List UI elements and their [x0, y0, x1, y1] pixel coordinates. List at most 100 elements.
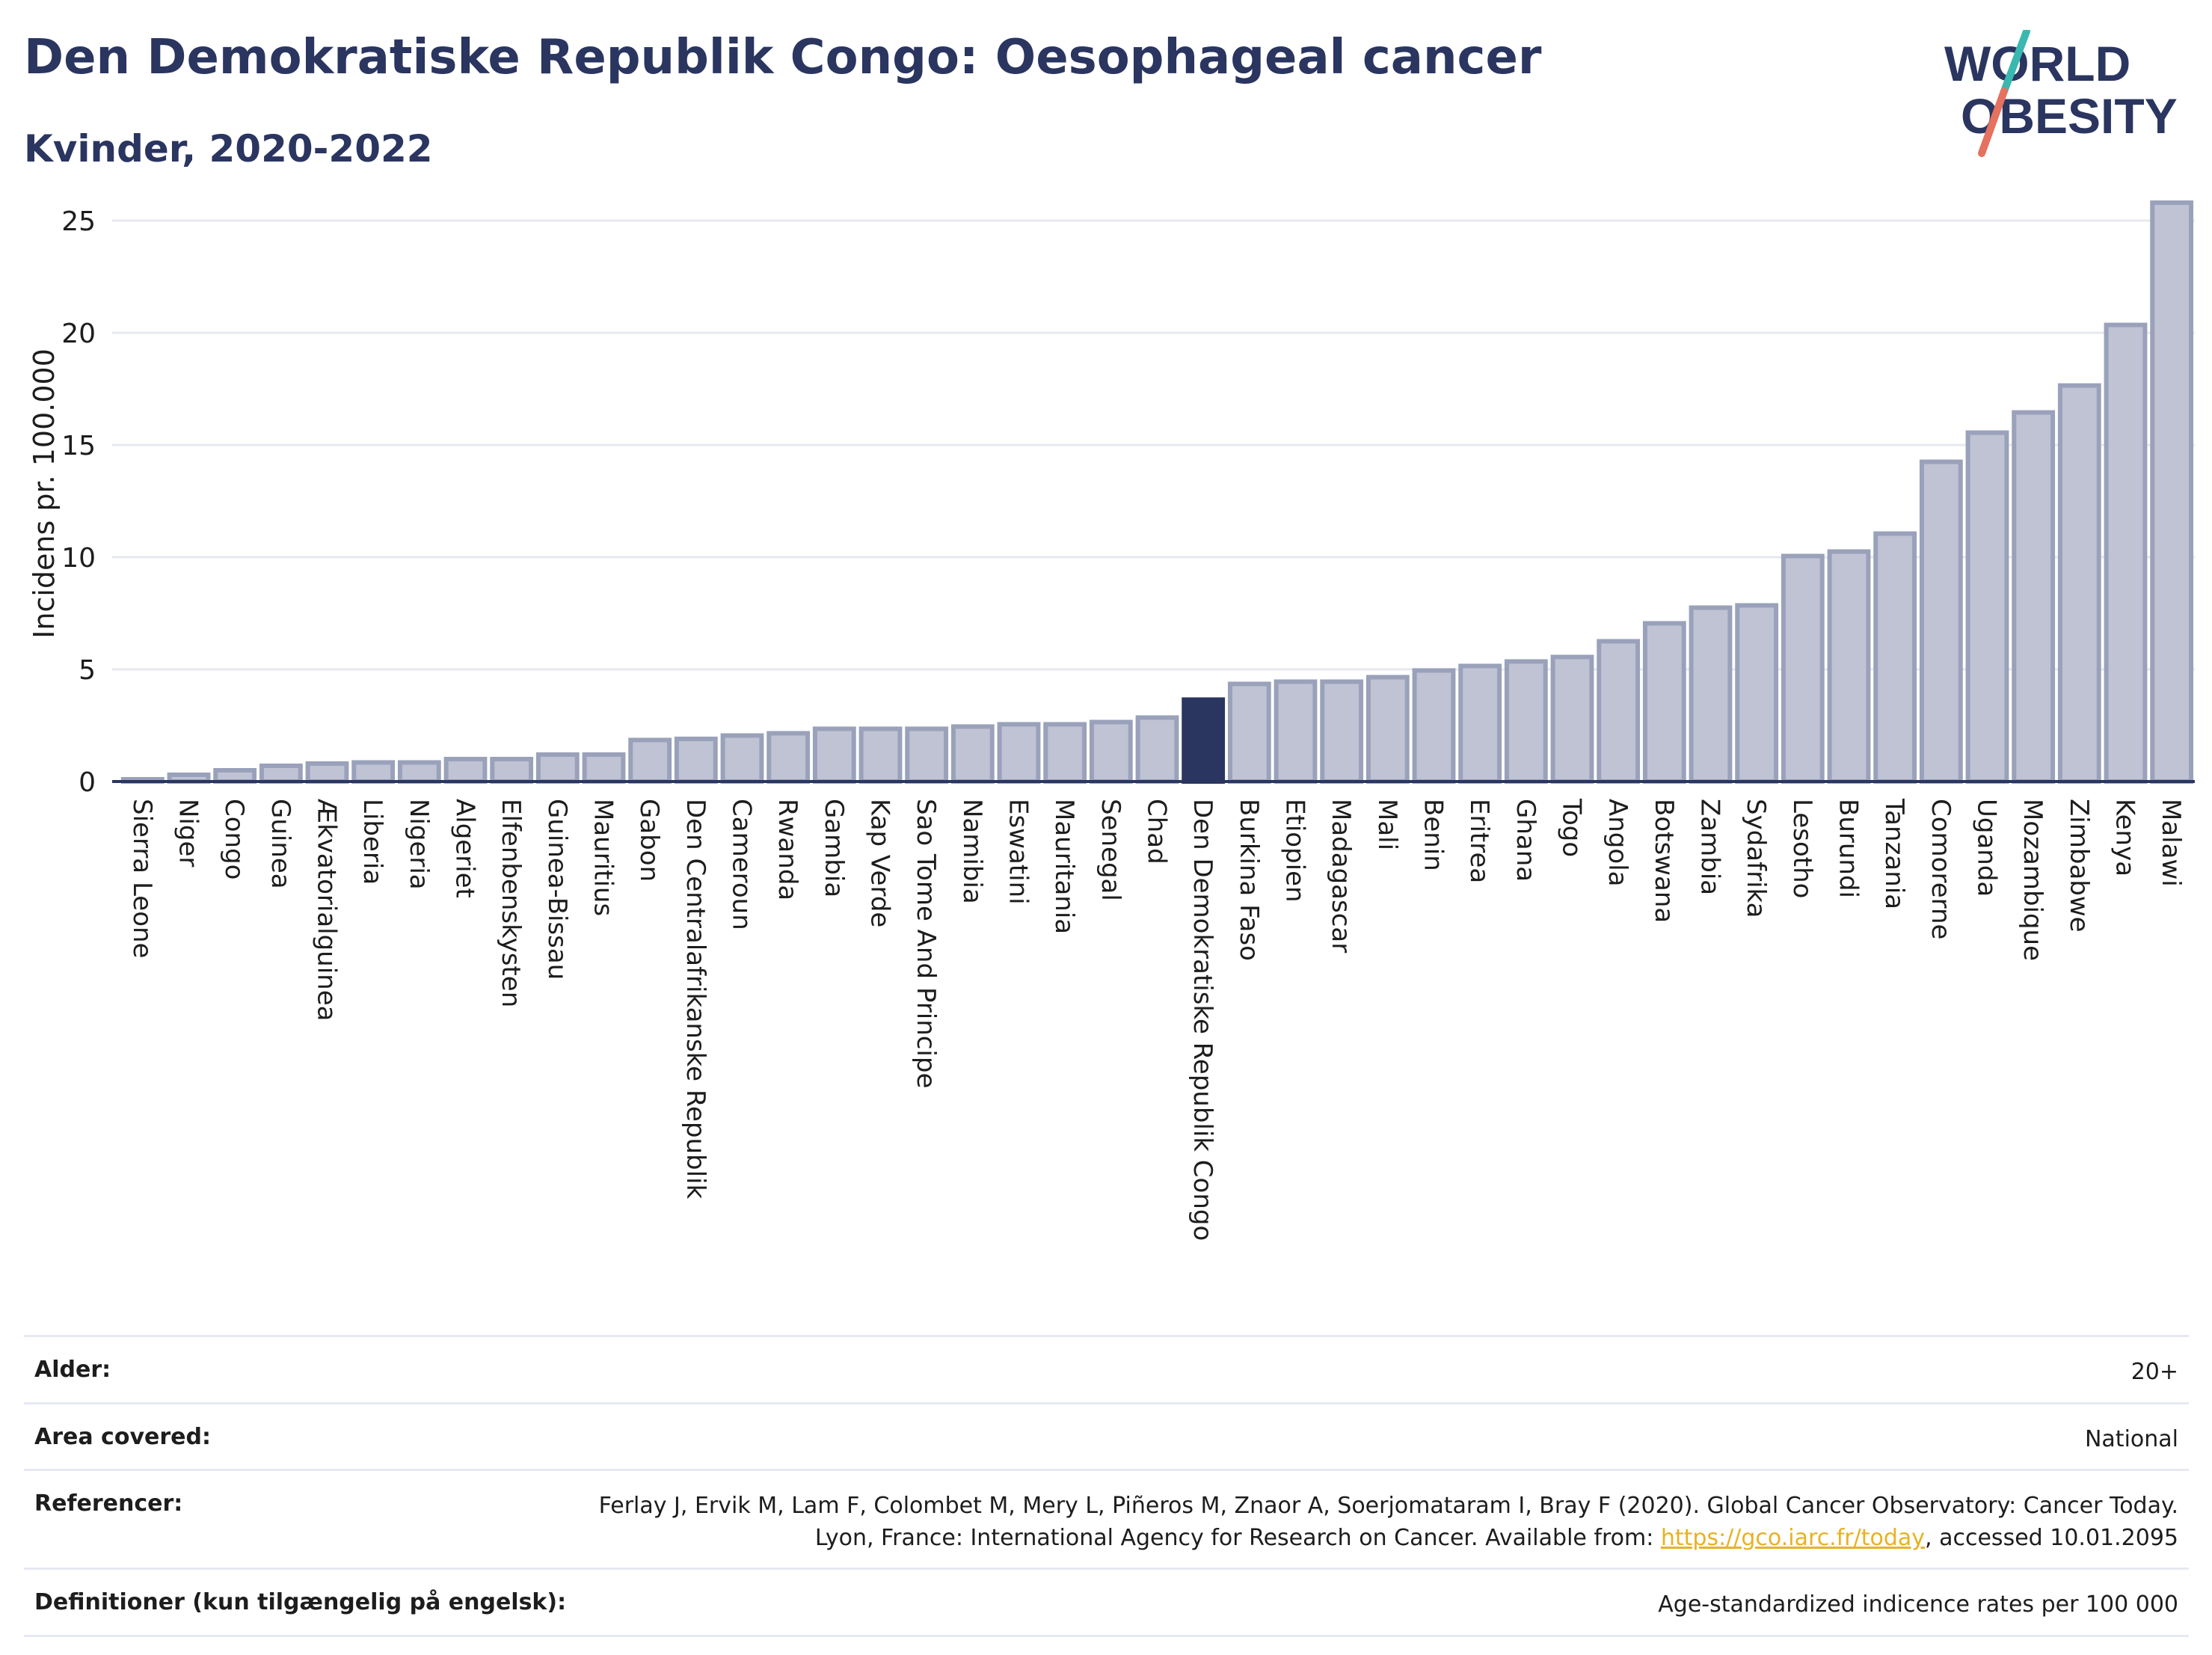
bar — [1597, 639, 1641, 784]
bar — [1412, 668, 1456, 784]
meta-key: Area covered: — [34, 1423, 211, 1450]
bars — [112, 200, 2195, 784]
bar — [2104, 322, 2148, 784]
x-tick-label: Botswana — [1649, 799, 1679, 923]
meta-row-references: Referencer: Ferlay J, Ervik M, Lam F, Co… — [24, 1469, 2189, 1568]
x-tick-label: Gambia — [819, 799, 849, 897]
x-tick-label: Madagascar — [1326, 799, 1356, 953]
bar — [1873, 531, 1917, 784]
x-tick-label: Gabon — [634, 799, 664, 882]
y-tick-labels: 0 5 10 15 20 25 — [61, 206, 96, 798]
bar-chart: 0 5 10 15 20 25 Sierra Leone Niger Congo Guinea Æ… — [28, 200, 2195, 1241]
x-tick-label: Den Demokratiske Republik Congo — [1188, 799, 1217, 1241]
x-tick-label: Burkina Faso — [1234, 799, 1264, 961]
x-tick-label: Senegal — [1096, 799, 1125, 901]
x-tick-label: Cameroun — [727, 799, 757, 930]
x-tick-label: Sao Tome And Principe — [911, 799, 941, 1088]
bar — [2150, 200, 2194, 784]
x-tick-label: Mauritius — [589, 799, 618, 916]
x-tick-label: Tanzania — [1879, 798, 1909, 909]
bar — [582, 752, 626, 784]
bar — [1227, 681, 1271, 784]
bar — [213, 768, 257, 784]
x-tick-label: Kap Verde — [865, 799, 895, 927]
bar — [1827, 549, 1871, 784]
x-tick-label: Lesotho — [1787, 799, 1817, 898]
y-axis-label: Incidens pr. 100.000 — [28, 348, 61, 639]
bar — [397, 760, 441, 784]
logo-slash-teal — [2000, 30, 2030, 95]
x-tick-label: Liberia — [357, 799, 387, 885]
meta-key: Definitioner (kun tilgængelig på engelsk… — [34, 1589, 567, 1616]
bar — [858, 726, 903, 784]
x-tick-label: Guinea — [265, 799, 295, 889]
reference-link[interactable]: https://gco.iarc.fr/today — [1660, 1524, 1926, 1551]
x-tick-label: Namibia — [957, 799, 987, 904]
x-tick-label: Chad — [1142, 799, 1172, 865]
logo-text-world: WORLD — [1944, 36, 2130, 91]
meta-row-age: Alder: 20+ — [24, 1335, 2189, 1402]
metadata-table: Alder: 20+ Area covered: National Refere… — [24, 1335, 2189, 1637]
bar — [1365, 675, 1410, 784]
x-tick-label: Burundi — [1834, 799, 1864, 898]
y-tick-label: 5 — [79, 655, 96, 686]
bar — [628, 737, 672, 784]
x-tick-label: Eswatini — [1004, 799, 1033, 905]
bar — [812, 726, 856, 784]
x-tick-label: Etiopien — [1280, 799, 1310, 903]
bar — [305, 761, 349, 784]
x-tick-label: Benin — [1419, 799, 1448, 871]
bar — [1689, 605, 1733, 784]
x-tick-label: Nigeria — [404, 799, 434, 890]
bar — [766, 731, 811, 784]
x-tick-label: Elfenbenskysten — [496, 799, 526, 1007]
x-tick-label: Sierra Leone — [127, 799, 157, 958]
bar — [1550, 654, 1594, 784]
y-tick-label: 20 — [61, 319, 96, 349]
reference-accessed: , accessed 10.01.2095 — [1925, 1524, 2178, 1551]
bar — [1320, 679, 1364, 784]
bar — [1043, 722, 1087, 784]
bar — [351, 760, 396, 784]
x-tick-label: Ækvatorialguinea — [312, 799, 342, 1021]
bar — [1089, 719, 1133, 784]
page-title: Den Demokratiske Republik Congo: Oesopha… — [24, 30, 1542, 85]
x-tick-label: Ghana — [1511, 799, 1540, 882]
x-tick-label: Algeriet — [450, 799, 480, 898]
bar — [535, 752, 580, 784]
x-tick-label: Comorerne — [1926, 799, 1956, 939]
x-tick-label: Rwanda — [772, 799, 802, 900]
bar — [2012, 410, 2056, 784]
x-tick-label: Den Centralafrikanske Republik — [681, 799, 710, 1199]
x-tick-label: Zimbabwe — [2064, 799, 2094, 933]
bar — [997, 722, 1041, 784]
x-tick-label: Sydafrika — [1741, 799, 1771, 918]
meta-key: Referencer: — [34, 1490, 183, 1517]
bar — [1735, 603, 1779, 784]
x-tick-label: Mozambique — [2018, 799, 2047, 961]
bar — [950, 724, 995, 784]
x-tick-label: Togo — [1557, 798, 1587, 857]
bar — [259, 764, 303, 784]
world-obesity-logo: WORLD OBESITY — [1944, 30, 2178, 157]
x-tick-labels: Sierra Leone Niger Congo Guinea Ækvatorialgu… — [127, 798, 2186, 1241]
meta-key: Alder: — [34, 1357, 111, 1383]
x-tick-label: Niger — [173, 799, 203, 867]
y-tick-label: 10 — [61, 543, 96, 574]
x-tick-label: Guinea-Bissau — [542, 799, 572, 980]
bar — [2057, 383, 2101, 784]
bar — [1642, 621, 1686, 784]
meta-value: Ferlay J, Ervik M, Lam F, Colombet M, Me… — [571, 1490, 2178, 1554]
bar — [720, 733, 764, 784]
page-subtitle: Kvinder, 2020-2022 — [24, 127, 433, 171]
bar — [1919, 459, 1963, 784]
x-tick-label: Uganda — [1972, 799, 2002, 897]
x-tick-label: Kenya — [2110, 799, 2140, 876]
logo-slash-coral — [1978, 87, 2008, 157]
x-tick-label: Malawi — [2156, 799, 2186, 887]
bar — [1504, 659, 1548, 784]
bar — [443, 757, 488, 784]
x-tick-label: Mauritania — [1049, 799, 1079, 934]
bar — [1781, 553, 1825, 784]
bar-highlighted — [1182, 697, 1226, 784]
